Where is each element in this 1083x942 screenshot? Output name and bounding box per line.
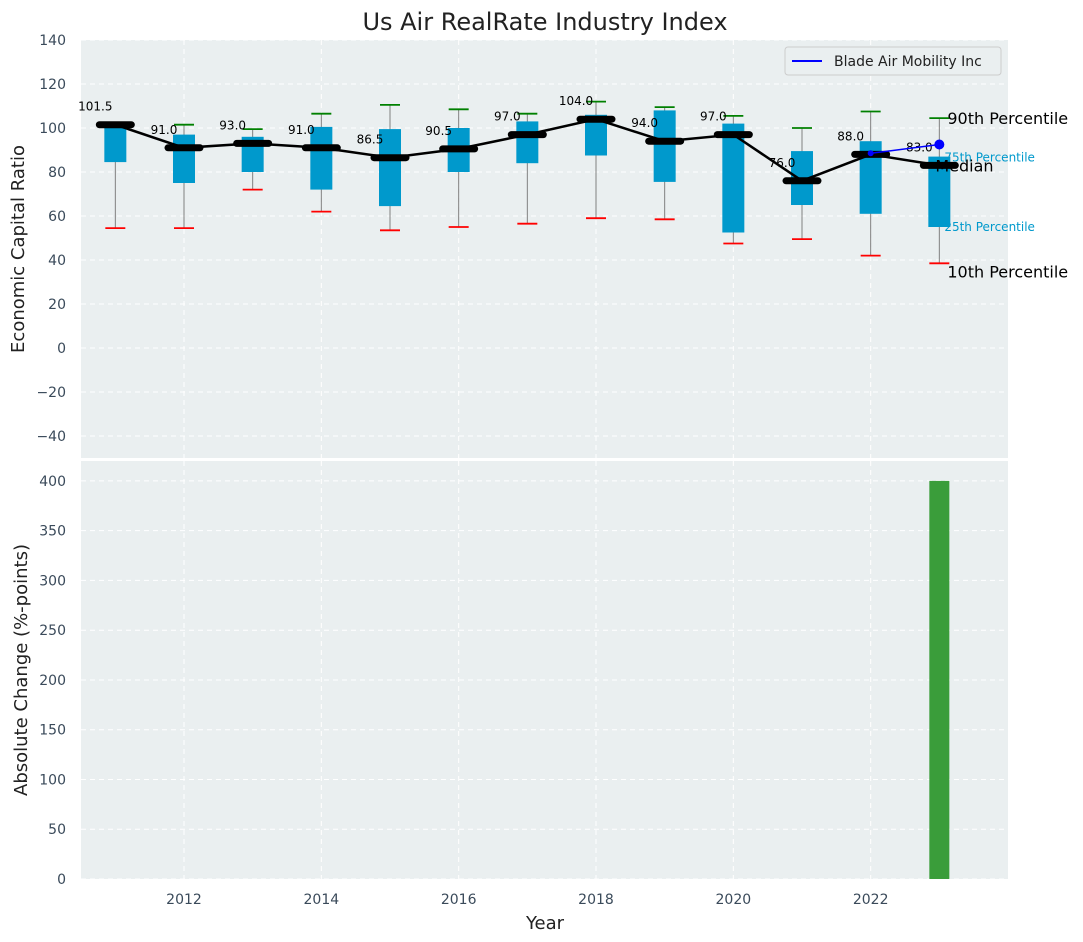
x-tick-label: 2014 — [304, 892, 340, 908]
bottom-y-tick-label: 300 — [39, 573, 66, 589]
median-label: 88.0 — [837, 129, 864, 143]
bottom-y-tick-label: 400 — [39, 474, 66, 490]
bottom-y-tick-labels: 0 50 100 150 200 250 300 350 400 — [39, 474, 66, 888]
box — [310, 126, 333, 190]
box — [173, 134, 195, 183]
bottom-y-tick-label: 350 — [39, 524, 66, 540]
top-y-tick-label: 120 — [39, 77, 66, 93]
top-y-tick-label: 40 — [48, 253, 66, 269]
top-plot-background — [81, 40, 1008, 458]
box — [859, 141, 882, 214]
box — [585, 114, 607, 156]
box — [104, 124, 127, 163]
bottom-y-tick-label: 50 — [48, 822, 66, 838]
company-series-point — [934, 139, 945, 150]
x-axis-label: Year — [525, 913, 565, 934]
top-y-tick-label: 80 — [48, 165, 66, 181]
median-label: 91.0 — [151, 123, 178, 137]
median-label: 93.0 — [219, 118, 246, 132]
bottom-y-tick-label: 150 — [39, 723, 66, 739]
change-bar — [929, 480, 950, 879]
bottom-plot-background — [81, 461, 1008, 879]
box — [653, 110, 676, 182]
top-y-axis-label: Economic Capital Ratio — [8, 145, 29, 353]
box — [516, 121, 539, 164]
legend-box — [784, 46, 1002, 76]
legend[interactable]: Blade Air Mobility Inc — [784, 46, 1002, 76]
box — [379, 129, 401, 207]
x-tick-label: 2018 — [578, 892, 614, 908]
median-label: 90.5 — [425, 124, 452, 138]
bottom-y-tick-label: 250 — [39, 623, 66, 639]
top-y-tick-label: 100 — [39, 121, 66, 137]
top-y-tick-label: 60 — [48, 209, 66, 225]
median-label: 91.0 — [288, 123, 315, 137]
bottom-y-tick-label: 0 — [57, 872, 66, 888]
top-y-tick-label: 0 — [57, 341, 66, 357]
median-label: 86.5 — [357, 133, 384, 147]
bottom-y-axis-label: Absolute Change (%-points) — [11, 544, 32, 796]
top-y-tick-label: 20 — [48, 297, 66, 313]
bar-group — [929, 480, 950, 879]
bottom-y-tick-label: 100 — [39, 772, 66, 788]
annotation-p75: 75th Percentile — [944, 151, 1035, 165]
box — [928, 156, 951, 227]
top-y-tick-labels: −40 −20 0 20 40 60 80 100 120 140 — [36, 33, 66, 445]
median-label: 76.0 — [769, 156, 796, 170]
company-series-point — [867, 150, 874, 157]
median-label: 94.0 — [631, 116, 658, 130]
x-tick-labels: 2012 2014 2016 2018 2020 2022 — [166, 892, 888, 908]
bottom-y-tick-label: 200 — [39, 673, 66, 689]
annotation-p90: 90th Percentile — [947, 109, 1068, 128]
x-tick-label: 2022 — [853, 892, 889, 908]
x-tick-label: 2016 — [441, 892, 477, 908]
box-plot-group: 101.5 91.0 93.0 91.0 86.5 90.5 97.0 104.0 94.0 97… — [78, 94, 959, 265]
median-label: 97.0 — [494, 110, 521, 124]
top-y-tick-label: −20 — [36, 385, 66, 401]
x-tick-label: 2020 — [716, 892, 752, 908]
annotation-p25: 25th Percentile — [944, 220, 1035, 234]
median-label: 101.5 — [78, 100, 112, 114]
chart-title: Us Air RealRate Industry Index — [362, 8, 727, 36]
median-label: 104.0 — [559, 94, 593, 108]
top-y-tick-label: −40 — [36, 429, 66, 445]
x-tick-label: 2012 — [166, 892, 202, 908]
top-y-tick-label: 140 — [39, 33, 66, 49]
company-series-line — [870, 143, 940, 155]
box — [722, 123, 745, 233]
top-panel: −40 −20 0 20 40 60 80 100 120 140 101.5 91.0 93.0 91… — [8, 33, 1068, 458]
annotation-median: Median — [935, 156, 993, 175]
legend-label: Blade Air Mobility Inc — [834, 54, 982, 70]
bottom-grid — [81, 461, 1008, 880]
median-label: 97.0 — [700, 110, 727, 124]
annotation-p10: 10th Percentile — [947, 262, 1068, 281]
